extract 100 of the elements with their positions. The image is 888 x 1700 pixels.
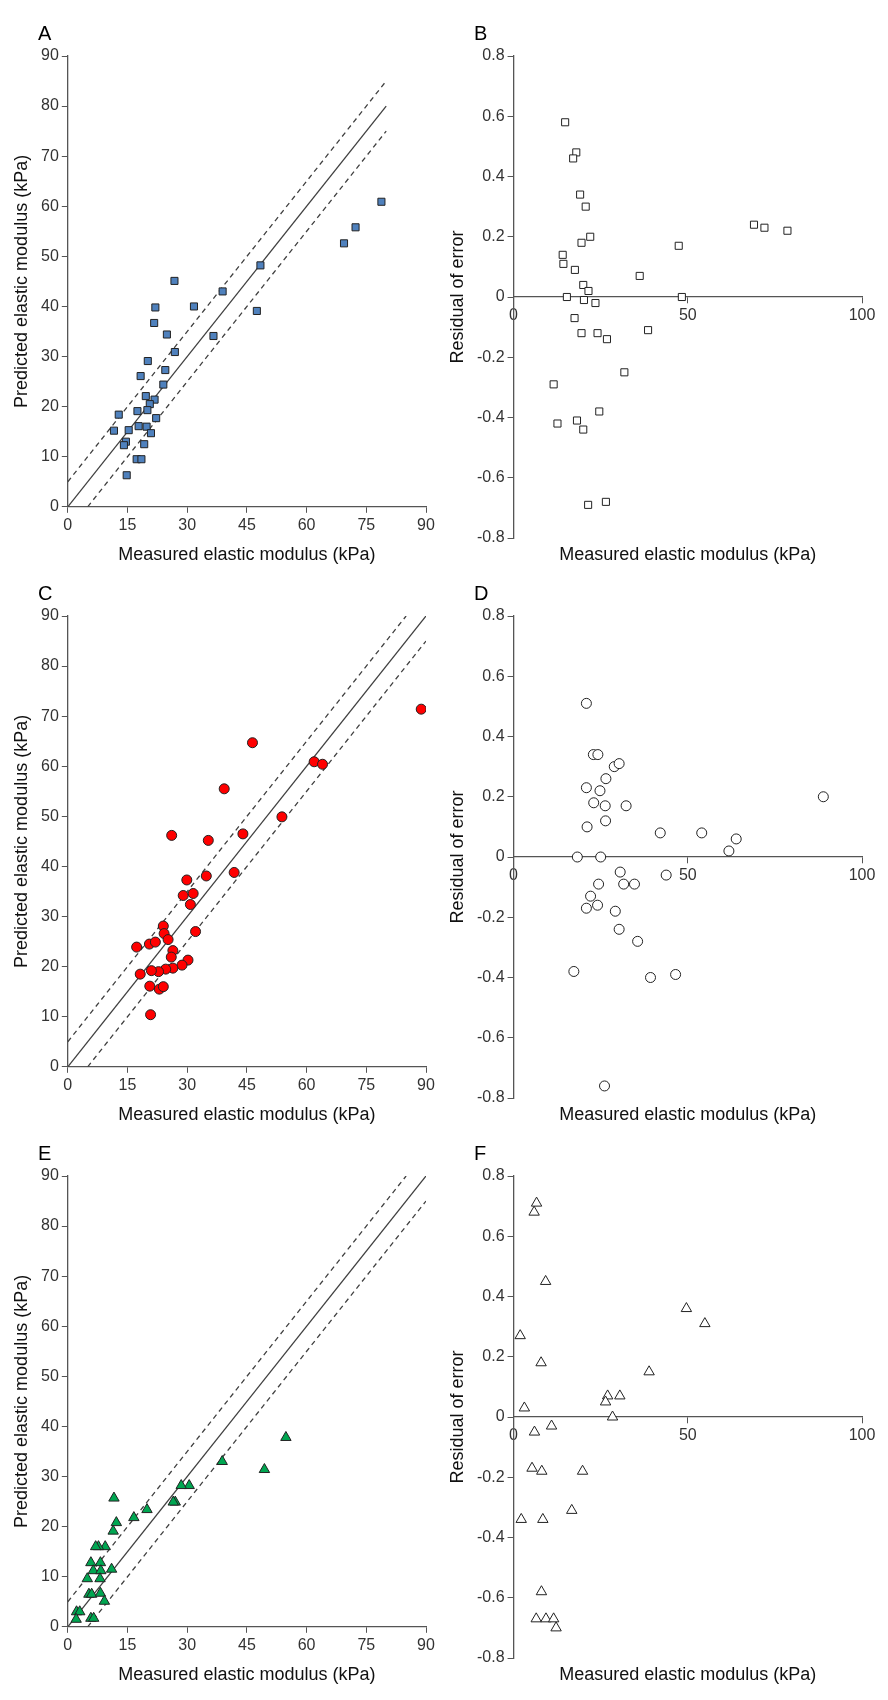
x-tick-label: 15 [118,1075,137,1093]
y-tick-label: 0.2 [482,1347,505,1365]
y-tick-label: -0.8 [476,1088,505,1106]
y-tick-label: 0.4 [482,726,505,744]
y-tick-label: 50 [41,1366,59,1384]
y-tick-label: 20 [41,397,59,415]
chart-title: D [474,581,489,604]
x-tick-label: 30 [178,1075,197,1093]
x-tick-label: 75 [357,1635,376,1653]
y-tick-label: 0.2 [482,787,505,805]
y-tick-label: -0.6 [476,1588,505,1606]
y-tick-label: 0 [49,1617,59,1635]
y-tick-label: 10 [41,447,59,465]
x-tick-label: 90 [417,1075,435,1093]
y-tick-label: 80 [41,96,59,114]
y-axis-title: Residual of error [446,1350,467,1484]
y-tick-label: 90 [41,1166,59,1184]
y-tick-label: 0 [49,497,59,515]
chart-title: F [474,1141,487,1164]
x-tick-label: 0 [63,1075,73,1093]
x-tick-label: 30 [178,1635,197,1653]
y-tick-label: 70 [41,706,59,724]
y-tick-label: 0.6 [482,1226,505,1244]
y-tick-label: 10 [41,1007,59,1025]
y-axis-title: Predicted elastic modulus (kPa) [10,154,31,408]
y-tick-label: 0.8 [482,46,505,64]
y-tick-label: 80 [41,1216,59,1234]
y-tick-label: -0.8 [476,1648,505,1666]
y-tick-label: -0.6 [476,468,505,486]
y-tick-label: 0.6 [482,106,505,124]
x-tick-label: 75 [357,1075,376,1093]
y-axis-title: Predicted elastic modulus (kPa) [10,1274,31,1528]
y-tick-label: 40 [41,1416,59,1434]
y-tick-label: -0.6 [476,1028,505,1046]
y-tick-label: 0.2 [482,227,505,245]
y-tick-label: -0.2 [476,1467,505,1485]
x-tick-label: 100 [848,1426,876,1444]
x-tick-label: 75 [357,515,376,533]
y-tick-label: 60 [41,756,59,774]
x-tick-label: 30 [178,515,197,533]
y-tick-label: 0.8 [482,1166,505,1184]
y-tick-label: 0 [49,1057,59,1075]
x-axis-title: Measured elastic modulus (kPa) [118,1663,376,1684]
y-tick-label: -0.2 [476,347,505,365]
x-axis-title: Measured elastic modulus (kPa) [118,1103,376,1124]
y-axis-title: Residual of error [446,790,467,924]
y-tick-label: 0.4 [482,1286,505,1304]
y-tick-label: 70 [41,1266,59,1284]
x-tick-label: 0 [63,515,73,533]
chart-title: A [38,21,52,44]
x-tick-label: 15 [118,515,137,533]
x-tick-label: 15 [118,1635,137,1653]
y-tick-label: 30 [41,1466,59,1484]
x-tick-label: 60 [297,515,316,533]
x-axis-title: Measured elastic modulus (kPa) [118,543,376,564]
x-axis-title: Measured elastic modulus (kPa) [559,1103,817,1124]
x-tick-label: 0 [63,1635,73,1653]
y-tick-label: 30 [41,346,59,364]
y-axis-title: Residual of error [446,230,467,364]
y-tick-label: 0.8 [482,606,505,624]
y-tick-label: 20 [41,1517,59,1535]
y-tick-label: 60 [41,196,59,214]
x-tick-label: 90 [417,515,435,533]
y-tick-label: 80 [41,656,59,674]
chart-title: B [474,21,488,44]
y-tick-label: 0 [495,287,505,305]
y-tick-label: -0.4 [476,1527,505,1545]
y-tick-label: 50 [41,246,59,264]
x-tick-label: 50 [678,1426,697,1444]
y-tick-label: 90 [41,606,59,624]
x-tick-label: 60 [297,1635,316,1653]
y-tick-label: -0.8 [476,528,505,546]
x-tick-label: 50 [678,306,697,324]
chart-title: C [38,581,53,604]
x-tick-label: 100 [848,306,876,324]
x-tick-label: 100 [848,866,876,884]
y-tick-label: 0.6 [482,666,505,684]
y-tick-label: 60 [41,1316,59,1334]
y-tick-label: 10 [41,1567,59,1585]
y-tick-label: -0.2 [476,907,505,925]
y-tick-label: -0.4 [476,407,505,425]
x-tick-label: 45 [238,515,256,533]
y-tick-label: 0.4 [482,166,505,184]
chart-title: E [38,1141,52,1164]
y-tick-label: 40 [41,296,59,314]
y-tick-label: 0 [495,1407,505,1425]
x-axis-title: Measured elastic modulus (kPa) [559,1663,817,1684]
y-tick-label: 90 [41,46,59,64]
x-tick-label: 50 [678,866,697,884]
x-tick-label: 60 [297,1075,316,1093]
y-tick-label: -0.4 [476,967,505,985]
y-tick-label: 0 [495,847,505,865]
y-tick-label: 20 [41,957,59,975]
x-axis-title: Measured elastic modulus (kPa) [559,543,817,564]
y-axis-title: Predicted elastic modulus (kPa) [10,714,31,968]
y-tick-label: 70 [41,146,59,164]
y-tick-label: 50 [41,806,59,824]
x-tick-label: 45 [238,1635,256,1653]
y-tick-label: 40 [41,856,59,874]
x-tick-label: 90 [417,1635,435,1653]
